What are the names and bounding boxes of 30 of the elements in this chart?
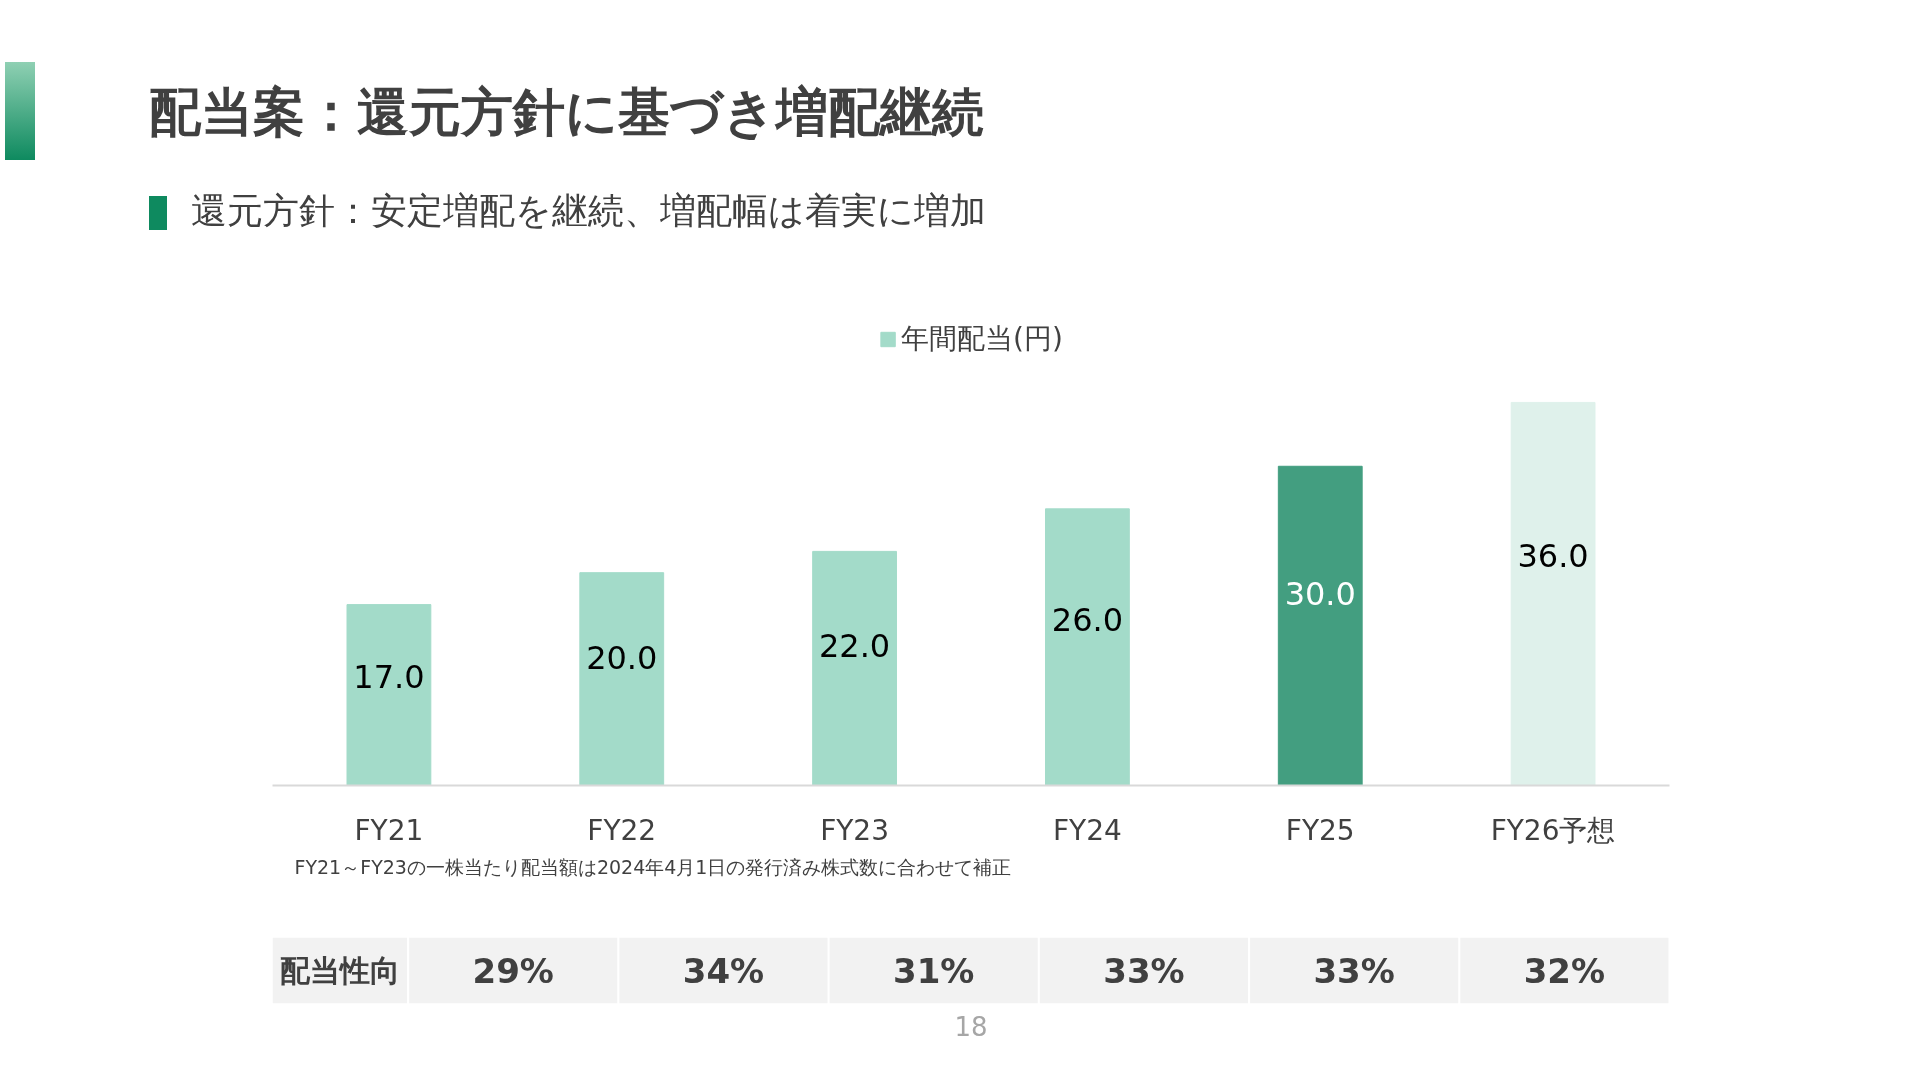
text: 33% <box>1313 950 1395 991</box>
text: 29% <box>472 950 554 991</box>
x-tick-label: FY25 <box>1285 813 1355 847</box>
bar <box>579 572 665 786</box>
x-tick-label: FY22 <box>587 813 657 847</box>
legend-label: 年間配当(円) <box>901 321 1063 357</box>
chart-title: 配当案：還元方針に基づき増配継続 <box>149 81 984 144</box>
x-tick-label: FY23 <box>820 813 890 847</box>
data-label: 30.0 <box>1284 575 1356 614</box>
data-label: 20.0 <box>586 639 658 678</box>
text: 32% <box>1523 950 1606 991</box>
data-label: 22.0 <box>818 626 891 665</box>
text: 配当性向 <box>279 953 400 988</box>
chart-subtitle: 還元方針：安定増配を継続、増配幅は着実に増加 <box>190 189 986 233</box>
bar <box>812 550 897 786</box>
text: 34% <box>682 950 765 991</box>
text: 18 <box>954 1011 988 1042</box>
text: 33% <box>1103 950 1185 991</box>
data-label: 36.0 <box>1517 537 1589 576</box>
text: FY21～FY23の一株当たり配当額は2024年4月1日の発行済み株式数に合わせて補正 <box>294 855 1012 878</box>
bar <box>1510 401 1596 786</box>
bar <box>346 604 432 786</box>
bar <box>1045 508 1130 786</box>
bar <box>1277 465 1363 786</box>
x-tick-label: FY21 <box>354 813 424 847</box>
data-label: 17.0 <box>353 658 425 697</box>
data-label: 26.0 <box>1051 601 1124 640</box>
x-tick-label: FY24 <box>1053 813 1122 847</box>
text: 31% <box>892 950 975 991</box>
x-tick-label: FY26予想 <box>1490 813 1616 847</box>
